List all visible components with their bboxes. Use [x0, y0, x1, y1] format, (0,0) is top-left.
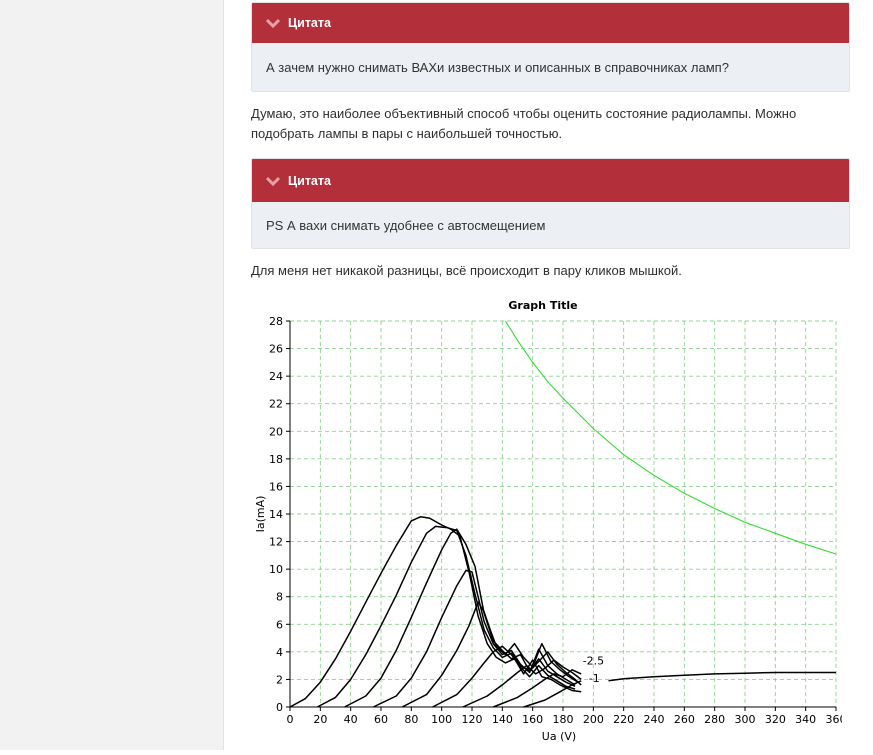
x-tick-label: 60 — [374, 713, 388, 726]
x-tick-label: 340 — [795, 713, 816, 726]
x-axis-label: Ua (V) — [542, 730, 576, 743]
left-sidebar — [0, 0, 224, 750]
series-line-0 — [504, 320, 837, 555]
series-line-2 — [316, 525, 576, 708]
y-tick-label: 4 — [276, 646, 283, 659]
y-tick-label: 18 — [269, 453, 283, 466]
y-tick-label: 6 — [276, 618, 283, 631]
y-tick-label: 28 — [269, 315, 283, 328]
y-tick-label: 0 — [276, 701, 283, 714]
y-tick-label: 8 — [276, 591, 283, 604]
series-line-10 — [608, 671, 836, 682]
y-tick-label: 22 — [269, 398, 283, 411]
x-tick-label: 120 — [462, 713, 483, 726]
chevron-down-icon[interactable] — [266, 18, 280, 28]
x-tick-label: 360 — [826, 713, 843, 726]
annotation-1: -1 — [589, 672, 600, 685]
quote-header-1[interactable]: Цитата — [252, 3, 849, 43]
chart-title: Graph Title — [508, 299, 577, 312]
chevron-down-icon[interactable] — [266, 176, 280, 186]
series-line-1 — [289, 516, 582, 708]
anode-characteristics-chart: 0 20 40 60 80 100 120 140 160 180 200 220 240 260 280 3… — [252, 293, 847, 750]
y-tick-label: 10 — [269, 563, 283, 576]
x-tick-label: 180 — [553, 713, 574, 726]
x-tick-label: 40 — [344, 713, 358, 726]
x-tick-label: 100 — [431, 713, 452, 726]
y-tick-label: 14 — [269, 508, 283, 521]
annotation-0: -2.5 — [583, 654, 604, 667]
y-tick-label: 2 — [276, 673, 283, 686]
x-tick-label: 220 — [613, 713, 634, 726]
x-tick-label: 160 — [522, 713, 543, 726]
x-tick-label: 140 — [492, 713, 513, 726]
quote-block-1: Цитата А зачем нужно снимать ВАХи извест… — [251, 2, 850, 92]
x-tick-label: 0 — [287, 713, 294, 726]
x-tick-label: 280 — [704, 713, 725, 726]
series-line-8 — [492, 669, 582, 708]
quote-text-2: PS А вахи снимать удобнее с автосмещение… — [266, 217, 546, 233]
x-tick-label: 300 — [735, 713, 756, 726]
chart-axes: 0 20 40 60 80 100 120 140 160 180 200 220 240 260 280 3… — [269, 315, 847, 726]
quote-header-2[interactable]: Цитата — [252, 159, 849, 202]
x-tick-label: 320 — [765, 713, 786, 726]
series-line-6 — [432, 645, 582, 708]
y-tick-label: 16 — [269, 480, 283, 493]
quote-block-2: Цитата PS А вахи снимать удобнее с автос… — [251, 158, 850, 249]
quote-title: Цитата — [288, 173, 331, 188]
y-axis-label: Ia(mA) — [254, 496, 267, 533]
chart-series — [289, 320, 837, 708]
chart-labels: Graph Title Ua (V) Ia(mA) -2.5 -1 — [254, 299, 604, 743]
series-line-7 — [462, 659, 582, 708]
series-line-4 — [373, 569, 576, 708]
reply-text-1: Думаю, это наиболее объективный способ ч… — [251, 106, 797, 141]
quote-title: Цитата — [288, 16, 331, 30]
y-tick-label: 26 — [269, 343, 283, 356]
x-tick-label: 20 — [313, 713, 327, 726]
quote-text-1: А зачем нужно снимать ВАХи известных и о… — [266, 59, 729, 75]
series-line-5 — [401, 601, 579, 708]
x-tick-label: 240 — [644, 713, 665, 726]
x-tick-label: 200 — [583, 713, 604, 726]
x-tick-label: 80 — [404, 713, 418, 726]
x-tick-label: 260 — [674, 713, 695, 726]
y-tick-label: 20 — [269, 425, 283, 438]
reply-text-2: Для меня нет никакой разницы, всё происх… — [251, 263, 682, 278]
series-line-3 — [344, 528, 576, 708]
chart-grid — [290, 320, 837, 707]
series-line-9 — [523, 680, 582, 708]
y-tick-label: 24 — [269, 370, 283, 383]
y-tick-label: 12 — [269, 536, 283, 549]
chart-svg: 0 20 40 60 80 100 120 140 160 180 200 220 240 260 280 3… — [252, 293, 847, 750]
